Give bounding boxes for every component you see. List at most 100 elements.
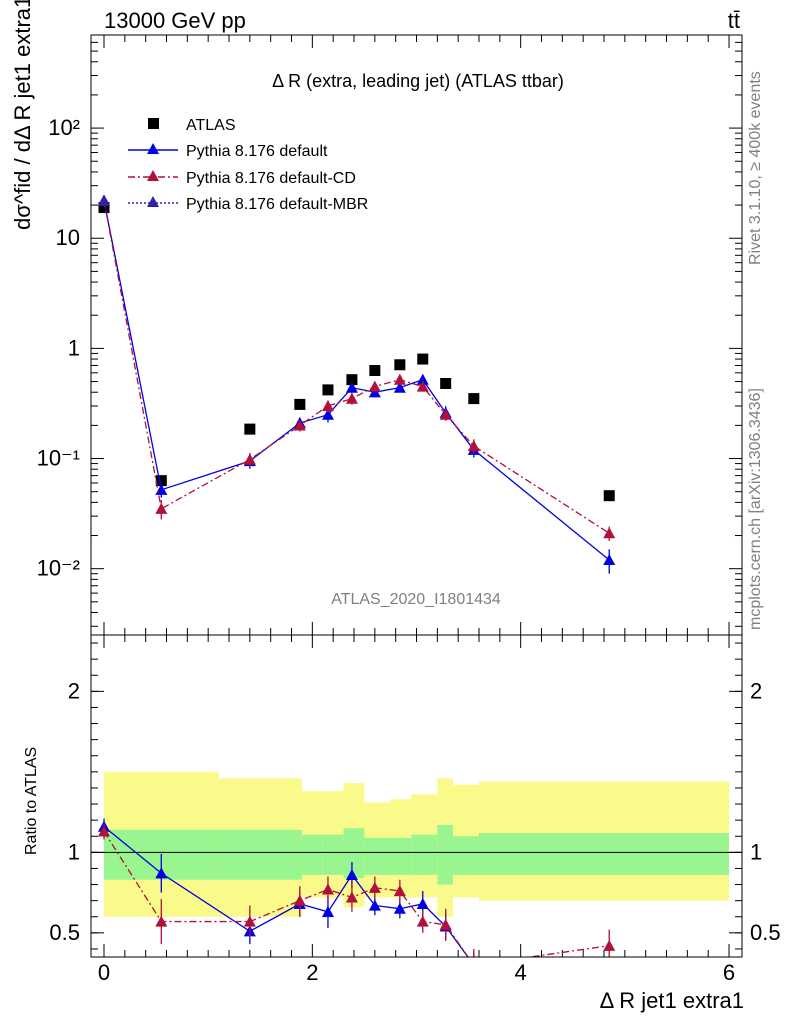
mc-data-point (416, 380, 429, 392)
mc-data-point (603, 553, 616, 566)
legend-default-label: Pythia 8.176 default (186, 143, 328, 160)
atlas-data-point (322, 384, 334, 396)
ratio-data-point (368, 881, 381, 893)
ratio-data-point (243, 915, 256, 927)
legend-mbr-label: Pythia 8.176 default-MBR (186, 196, 368, 213)
mcplots-label: mcplots.cern.ch [arXiv:1306.3436] (747, 388, 764, 630)
mc-data-point (393, 373, 406, 385)
mc-data-point (368, 380, 381, 392)
uncertainty-bands (104, 771, 730, 917)
legend-default-marker (147, 143, 159, 154)
ratio-y-tick-label-right: 1 (750, 839, 762, 864)
ratio-series-line (103, 831, 610, 957)
ratio-y-tick-label-right: 0.5 (750, 920, 781, 945)
mc-data-point (368, 386, 381, 398)
x-axis-label: Δ R jet1 extra1 (600, 988, 744, 1013)
legend-atlas-label: ATLAS (186, 117, 236, 134)
mc-data-point (321, 399, 334, 412)
atlas-data-point (440, 377, 452, 389)
atlas-data-point (369, 364, 381, 376)
y-tick-label: 1 (68, 335, 80, 360)
mc-data-point (155, 502, 168, 514)
mc-data-point (467, 439, 480, 452)
ratio-y-tick-label: 0.5 (49, 920, 80, 945)
mc-data-point (345, 381, 358, 393)
ratio-y-axis-label: Ratio to ATLAS (23, 747, 40, 855)
analysis-id: ATLAS_2020_I1801434 (331, 591, 501, 608)
ratio-inner-band (411, 834, 438, 875)
atlas-data-point (346, 374, 358, 386)
legend: ATLAS Pythia 8.176 default Pythia 8.176 … (128, 117, 368, 213)
ratio-data-point (155, 915, 168, 927)
ratio-data-point (393, 902, 406, 914)
x-tick-label: 2 (306, 960, 318, 985)
mc-data-point (345, 392, 358, 404)
ratio-y-tick-label: 1 (68, 839, 80, 864)
mc-data-point (416, 373, 429, 385)
ratio-data-point (293, 894, 306, 906)
atlas-data-point (244, 423, 256, 435)
atlas-data-point (155, 475, 167, 487)
legend-mbr-marker (147, 196, 159, 207)
ratio-data-point (603, 939, 616, 951)
process-label: tt̄ (728, 8, 740, 33)
atlas-data-point (603, 490, 615, 502)
legend-cd-marker (147, 170, 159, 181)
ratio-inner-band (218, 829, 302, 880)
ratio-panel-axes: 0.5 0.5 1 1 2 2 0 2 4 6 (49, 635, 781, 985)
main-y-axis-label: dσ^fid / dΔ R jet1 extra1 [pb] (10, 0, 35, 230)
ratio-panel-frame (90, 634, 743, 958)
ratio-data-point (321, 883, 334, 895)
x-tick-label: 6 (723, 960, 735, 985)
atlas-data-point (98, 202, 110, 214)
mc-data-point (321, 408, 334, 420)
legend-atlas-marker (148, 118, 159, 129)
ratio-y-tick-label-right: 2 (750, 678, 762, 703)
energy-label: 13000 GeV pp (104, 8, 246, 33)
mc-data-point (293, 419, 306, 431)
chart-title: Δ R (extra, leading jet) (ATLAS ttbar) (272, 71, 564, 91)
ratio-data-point (155, 867, 168, 879)
ratio-data-point (468, 959, 480, 970)
ratio-data-point (468, 959, 480, 970)
ratio-inner-band (364, 837, 391, 875)
mc-data-point (393, 381, 406, 393)
y-tick-label: 10⁻¹ (37, 446, 80, 471)
ratio-data-point (416, 897, 429, 909)
mc-data-point (98, 194, 110, 206)
ratio-inner-band (322, 834, 344, 875)
ratio-inner-band (390, 837, 412, 875)
ratio-data-point (345, 868, 358, 880)
ratio-inner-band (479, 833, 730, 875)
atlas-data-point (417, 353, 429, 365)
atlas-data-point (468, 393, 480, 405)
y-tick-label: 10² (48, 115, 80, 140)
ratio-inner-band (343, 828, 365, 879)
ratio-data-point (603, 965, 615, 976)
ratio-data-point (416, 915, 429, 927)
ratio-data-point (98, 825, 110, 837)
y-tick-label: 10⁻² (37, 556, 80, 581)
y-tick-label: 10 (56, 225, 80, 250)
x-tick-label: 0 (98, 960, 110, 985)
ratio-data-point (321, 905, 334, 918)
ratio-y-tick-label: 2 (68, 678, 80, 703)
ratio-inner-band (452, 836, 480, 875)
ratio-data-point (439, 918, 452, 930)
atlas-data-point (394, 359, 406, 371)
ratio-panel-marks (98, 818, 616, 976)
main-panel-marks (98, 194, 616, 574)
main-panel-axes: 10⁻² 10⁻¹ 1 10 10² (37, 34, 742, 635)
ratio-data-point (393, 884, 406, 897)
ratio-inner-band (301, 834, 323, 875)
ratio-data-point (368, 899, 381, 911)
x-tick-label: 4 (515, 960, 527, 985)
legend-cd-label: Pythia 8.176 default-CD (186, 170, 356, 187)
ratio-data-point (345, 891, 358, 903)
mc-data-point (243, 453, 256, 465)
mc-data-point (603, 527, 616, 539)
ratio-inner-band (437, 824, 453, 885)
atlas-data-point (294, 398, 306, 410)
mc-data-point (439, 408, 452, 420)
